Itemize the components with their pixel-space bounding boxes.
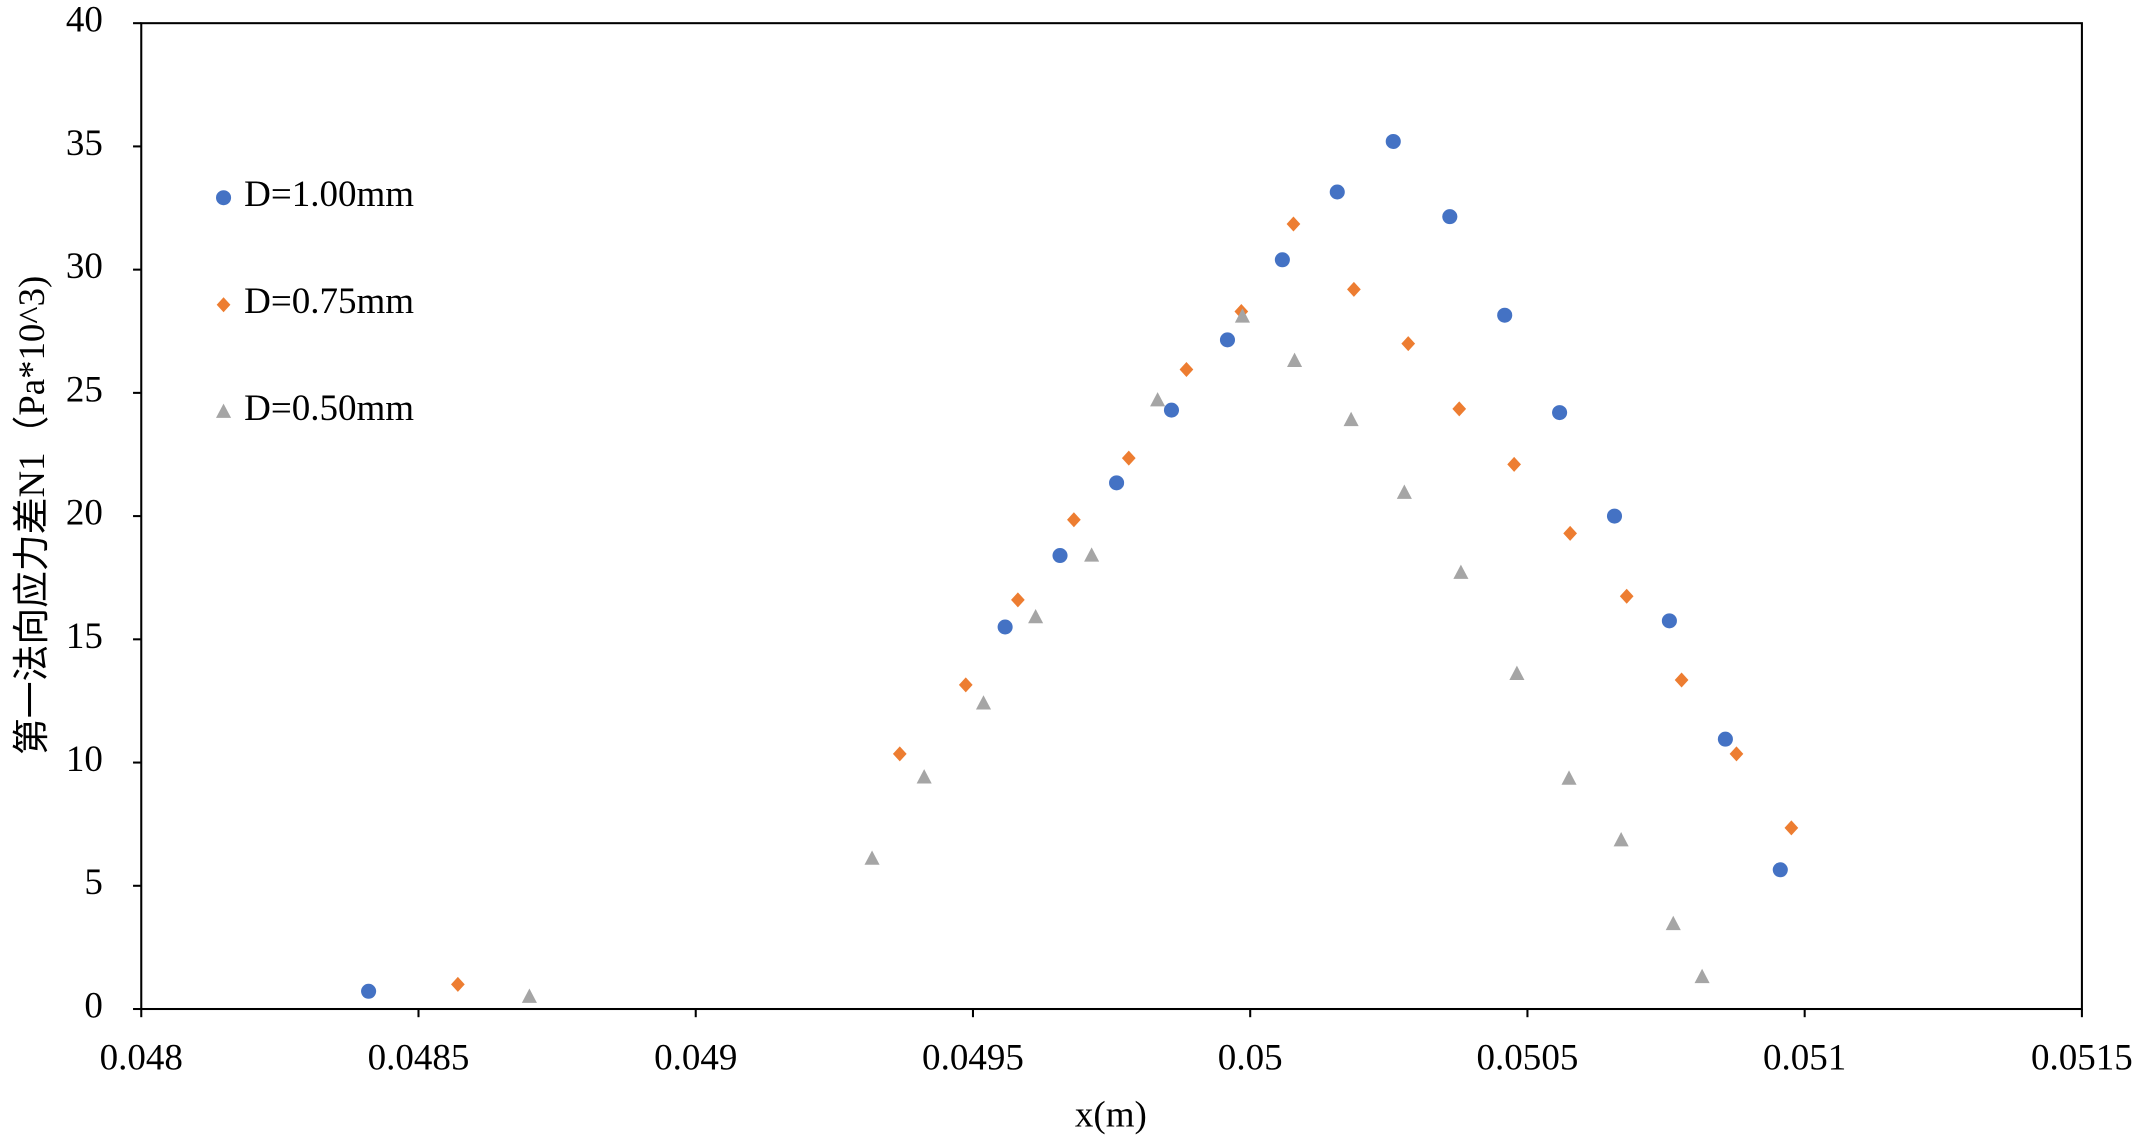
point	[958, 677, 973, 693]
point	[1509, 665, 1525, 680]
point	[1347, 281, 1361, 297]
x-tick-label: 0.051	[1763, 1036, 1846, 1077]
point	[1561, 770, 1577, 785]
point	[1052, 548, 1068, 564]
x-tick-label: 0.05	[1218, 1036, 1283, 1077]
point	[1507, 456, 1521, 472]
point	[1084, 547, 1100, 562]
point	[451, 976, 465, 992]
point	[1606, 508, 1623, 524]
point	[1613, 832, 1629, 847]
point	[1274, 252, 1290, 268]
point	[1729, 746, 1744, 762]
legend-label: D=0.50mm	[244, 387, 414, 428]
point	[361, 983, 377, 999]
point	[1028, 608, 1044, 624]
point	[864, 850, 880, 865]
point	[1234, 308, 1250, 323]
point	[1329, 184, 1345, 200]
point	[916, 769, 932, 784]
x-tick-label: 0.048	[100, 1036, 183, 1077]
legend-label: D=0.75mm	[244, 280, 414, 321]
point	[1401, 336, 1416, 352]
point	[1552, 405, 1568, 421]
x-tick-label: 0.0505	[1477, 1036, 1579, 1077]
point	[1179, 361, 1194, 377]
point	[1287, 352, 1303, 367]
y-tick-label: 5	[84, 861, 103, 902]
y-tick-label: 10	[66, 738, 103, 779]
point	[1343, 411, 1359, 427]
y-tick-label: 35	[66, 122, 103, 163]
y-tick-label: 25	[66, 368, 103, 409]
point	[1067, 512, 1081, 528]
point	[1011, 592, 1025, 608]
point	[1121, 450, 1136, 466]
point	[997, 619, 1013, 635]
legend-marker	[216, 403, 232, 418]
point	[1109, 475, 1125, 491]
point	[1396, 484, 1412, 499]
point	[1772, 862, 1788, 878]
point	[1661, 613, 1677, 629]
y-axis-label: 第一法向应力差N1（Pa*10^3)	[11, 276, 53, 755]
point	[1497, 307, 1513, 323]
x-tick-label: 0.0495	[922, 1036, 1024, 1077]
y-tick-label: 30	[66, 245, 103, 286]
x-tick-label: 0.0515	[2031, 1036, 2133, 1077]
y-tick-label: 15	[66, 615, 103, 656]
point	[1694, 968, 1710, 984]
point	[1784, 820, 1799, 836]
point	[1452, 401, 1467, 417]
y-tick-label: 20	[66, 492, 103, 533]
point	[1619, 588, 1634, 604]
point	[1163, 402, 1180, 418]
point	[1442, 209, 1458, 225]
x-tick-label: 0.0485	[368, 1036, 470, 1077]
point	[1563, 525, 1577, 541]
point	[1385, 133, 1401, 149]
legend-label: D=1.00mm	[244, 173, 414, 214]
x-tick-label: 0.049	[654, 1036, 737, 1077]
point	[1717, 731, 1733, 747]
point	[975, 695, 992, 710]
x-axis-label: x(m)	[1075, 1094, 1147, 1136]
point	[1286, 216, 1301, 232]
y-tick-label: 0	[84, 985, 103, 1026]
point	[1665, 915, 1681, 931]
legend-marker	[216, 190, 232, 206]
legend-marker	[216, 297, 231, 313]
point	[521, 988, 537, 1003]
point	[1674, 672, 1689, 688]
point	[892, 746, 907, 762]
y-tick-label: 40	[66, 0, 103, 40]
point	[1453, 564, 1469, 579]
point	[1150, 392, 1166, 407]
point	[1219, 332, 1236, 348]
plot-frame	[140, 22, 2083, 1011]
